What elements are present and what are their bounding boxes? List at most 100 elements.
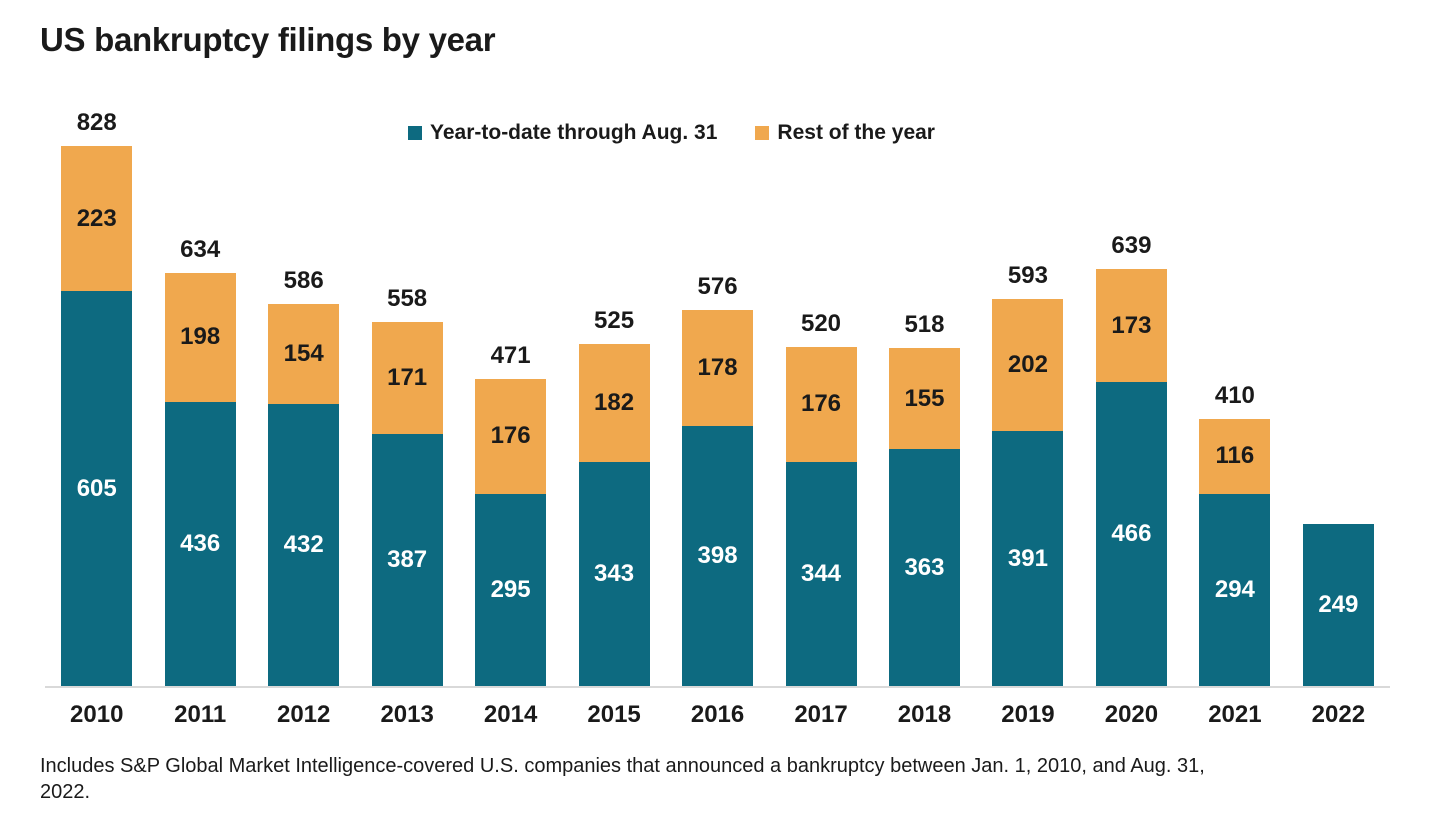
ytd-segment: 466 bbox=[1095, 382, 1167, 686]
ytd-value-label: 295 bbox=[490, 575, 531, 603]
legend-label-ytd: Year-to-date through Aug. 31 bbox=[430, 121, 718, 144]
legend-item-rest: Rest of the year bbox=[755, 121, 935, 145]
x-axis-label: 2022 bbox=[1311, 701, 1366, 728]
ytd-segment: 249 bbox=[1302, 523, 1374, 686]
ytd-value-label: 294 bbox=[1214, 576, 1255, 604]
ytd-segment: 343 bbox=[578, 462, 650, 686]
stacked-bar-chart: 828 223 605 634 198 436 586 154 432 558 171 387 471 1… bbox=[45, 109, 1390, 688]
rest-of-year-value-label: 173 bbox=[1111, 311, 1152, 339]
bar-total-label: 471 bbox=[490, 341, 531, 369]
ytd-segment: 432 bbox=[268, 404, 340, 686]
rest-of-year-value-label: 178 bbox=[697, 354, 738, 382]
ytd-value-label: 436 bbox=[180, 529, 221, 557]
rest-of-year-segment: 173 bbox=[1095, 269, 1167, 383]
bar-total-label: 586 bbox=[283, 266, 324, 294]
bar-column-2013: 558 171 387 bbox=[355, 148, 458, 686]
x-axis: 2010 2011 2012 2013 2014 2015 2016 2017 2018 2019… bbox=[45, 688, 1390, 729]
ytd-segment: 436 bbox=[164, 401, 236, 686]
ytd-value-label: 387 bbox=[387, 545, 428, 573]
ytd-segment: 344 bbox=[785, 461, 857, 686]
bar-column-2019: 593 202 391 bbox=[976, 148, 1079, 686]
ytd-value-label: 363 bbox=[904, 553, 945, 581]
chart-title: US bankruptcy filings by year bbox=[40, 21, 496, 58]
bar-total-label: 518 bbox=[904, 311, 945, 339]
rest-of-year-segment: 176 bbox=[785, 346, 857, 462]
bar-total-label: 410 bbox=[1214, 381, 1255, 409]
ytd-value-label: 391 bbox=[1007, 544, 1048, 572]
bar-total-label: 639 bbox=[1111, 232, 1152, 260]
rest-of-year-segment: 154 bbox=[268, 303, 340, 405]
ytd-value-label: 249 bbox=[1318, 590, 1359, 618]
bar-column-2011: 634 198 436 bbox=[148, 148, 251, 686]
legend: Year-to-date through Aug. 31 Rest of the… bbox=[408, 121, 935, 145]
ytd-segment: 391 bbox=[992, 431, 1064, 686]
ytd-segment: 605 bbox=[61, 291, 133, 686]
rest-of-year-value-label: 176 bbox=[490, 422, 531, 450]
bar-column-2010: 828 223 605 bbox=[45, 109, 148, 686]
ytd-value-label: 398 bbox=[697, 542, 738, 570]
x-axis-label: 2011 bbox=[174, 701, 227, 728]
bar-total-label: 593 bbox=[1007, 262, 1048, 290]
x-axis-label: 2014 bbox=[483, 701, 538, 728]
ytd-value-label: 605 bbox=[76, 474, 117, 502]
bar-column-2017: 520 176 344 bbox=[769, 148, 872, 686]
x-axis-label: 2021 bbox=[1208, 701, 1262, 728]
ytd-swatch-icon bbox=[408, 126, 422, 140]
rest-of-year-value-label: 154 bbox=[283, 340, 324, 368]
legend-label-rest: Rest of the year bbox=[777, 121, 935, 144]
legend-item-ytd: Year-to-date through Aug. 31 bbox=[408, 121, 717, 145]
ytd-segment: 295 bbox=[475, 493, 547, 686]
rest-of-year-segment: 223 bbox=[61, 146, 133, 292]
ytd-segment: 398 bbox=[682, 426, 754, 686]
ytd-value-label: 432 bbox=[283, 531, 324, 559]
rest-of-year-value-label: 223 bbox=[76, 204, 117, 232]
x-axis-label: 2019 bbox=[1001, 701, 1055, 728]
rest-of-year-value-label: 171 bbox=[387, 363, 428, 391]
rest-of-year-value-label: 182 bbox=[594, 388, 635, 416]
rest-of-year-segment: 116 bbox=[1199, 418, 1271, 495]
x-axis-label: 2018 bbox=[897, 701, 952, 728]
rest-of-year-segment: 171 bbox=[371, 322, 443, 434]
bar-total-label: 634 bbox=[180, 235, 221, 263]
bar-total-label: 828 bbox=[76, 109, 117, 137]
bar-column-2021: 410 116 294 bbox=[1183, 148, 1286, 686]
bar-column-2020: 639 173 466 bbox=[1080, 148, 1183, 686]
rest-of-year-value-label: 176 bbox=[800, 390, 842, 418]
rest-of-year-segment: 155 bbox=[888, 348, 960, 450]
ytd-segment: 294 bbox=[1199, 494, 1271, 686]
bar-column-2018: 518 155 363 bbox=[873, 148, 976, 686]
x-axis-label: 2015 bbox=[587, 701, 641, 728]
bar-total-label: 520 bbox=[800, 309, 842, 337]
bar-column-2015: 525 182 343 bbox=[562, 148, 665, 686]
footnote: Includes S&P Global Market Intelligence-… bbox=[40, 755, 1205, 803]
x-axis-label: 2013 bbox=[380, 701, 434, 728]
ytd-segment: 363 bbox=[888, 449, 960, 686]
rest-of-year-segment: 178 bbox=[682, 310, 754, 427]
x-axis-label: 2020 bbox=[1104, 701, 1159, 728]
rest-of-year-value-label: 198 bbox=[180, 323, 221, 351]
rest-swatch-icon bbox=[755, 126, 770, 140]
rest-of-year-value-label: 155 bbox=[904, 384, 945, 412]
bar-total-label: 558 bbox=[387, 285, 428, 313]
bar-total-label: 525 bbox=[594, 306, 635, 334]
ytd-value-label: 344 bbox=[800, 559, 842, 587]
x-axis-label: 2017 bbox=[794, 701, 848, 728]
bar-column-2014: 471 176 295 bbox=[459, 148, 562, 686]
rest-of-year-segment: 176 bbox=[475, 378, 547, 494]
rest-of-year-value-label: 202 bbox=[1007, 351, 1048, 379]
bar-total-label: 576 bbox=[697, 273, 738, 301]
bar-column-2012: 586 154 432 bbox=[252, 148, 355, 686]
bar-column-2016: 576 178 398 bbox=[666, 148, 769, 686]
rest-of-year-segment: 182 bbox=[578, 343, 650, 463]
rest-of-year-segment: 198 bbox=[164, 272, 236, 402]
rest-of-year-value-label: 116 bbox=[1215, 442, 1255, 470]
x-axis-label: 2016 bbox=[690, 701, 745, 728]
chart-page: US bankruptcy filings by year Year-to-da… bbox=[0, 20, 1440, 825]
rest-of-year-segment: 202 bbox=[992, 299, 1064, 431]
ytd-segment: 387 bbox=[371, 433, 443, 686]
ytd-value-label: 343 bbox=[594, 560, 635, 588]
x-axis-label: 2010 bbox=[70, 701, 124, 728]
bar-column-2022: 249 bbox=[1287, 148, 1390, 686]
ytd-value-label: 466 bbox=[1111, 520, 1152, 548]
x-axis-label: 2012 bbox=[276, 701, 331, 728]
